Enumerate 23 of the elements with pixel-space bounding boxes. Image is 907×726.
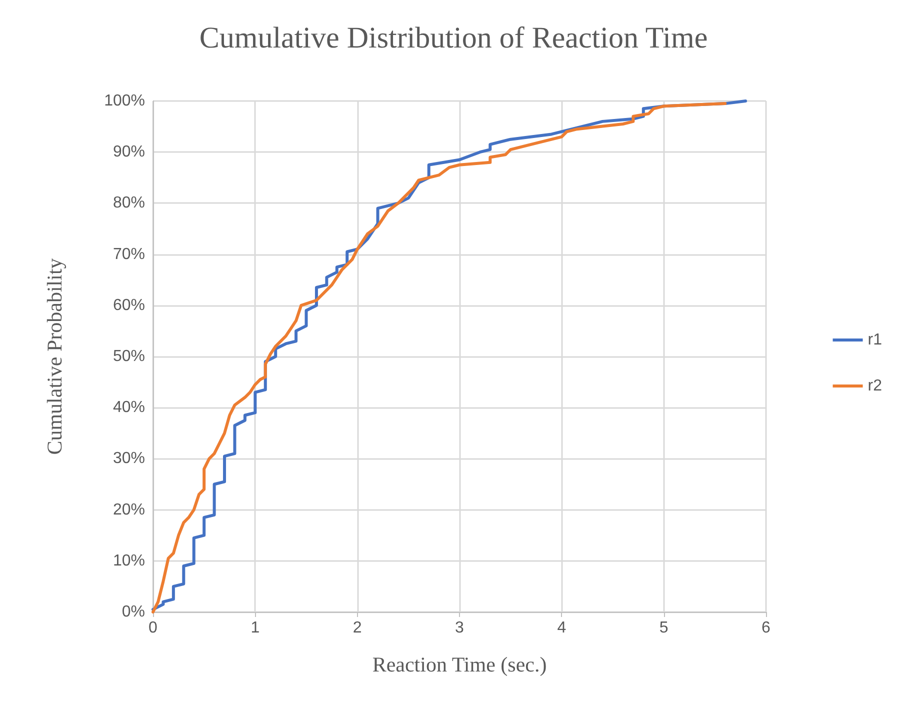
legend-label: r2 [868, 378, 882, 394]
x-tick-label: 6 [762, 620, 771, 636]
x-tick-label: 4 [557, 620, 566, 636]
x-tick-label: 1 [250, 620, 260, 636]
y-tick-label: 90% [112, 144, 145, 161]
x-tick-label: 5 [659, 620, 668, 636]
y-tick-label: 100% [104, 92, 145, 110]
legend-label: r1 [868, 332, 882, 348]
x-axis-title: Reaction Time (sec.) [372, 652, 547, 676]
y-tick-label: 80% [112, 194, 145, 212]
y-tick-label: 10% [112, 552, 145, 570]
y-tick-label: 50% [112, 348, 145, 365]
y-tick-label: 20% [112, 501, 145, 518]
y-tick-label: 60% [112, 296, 145, 314]
x-tick-label: 0 [148, 620, 158, 636]
y-tick-label: 40% [112, 399, 145, 416]
chart-title: Cumulative Distribution of Reaction Time [199, 22, 708, 54]
y-tick-label: 0% [122, 604, 145, 620]
x-tick-label: 2 [352, 620, 362, 636]
y-tick-label: 30% [112, 450, 145, 468]
x-tick-label: 3 [455, 620, 464, 636]
y-tick-label: 70% [112, 246, 145, 263]
y-axis-title: Cumulative Probability [42, 258, 66, 455]
